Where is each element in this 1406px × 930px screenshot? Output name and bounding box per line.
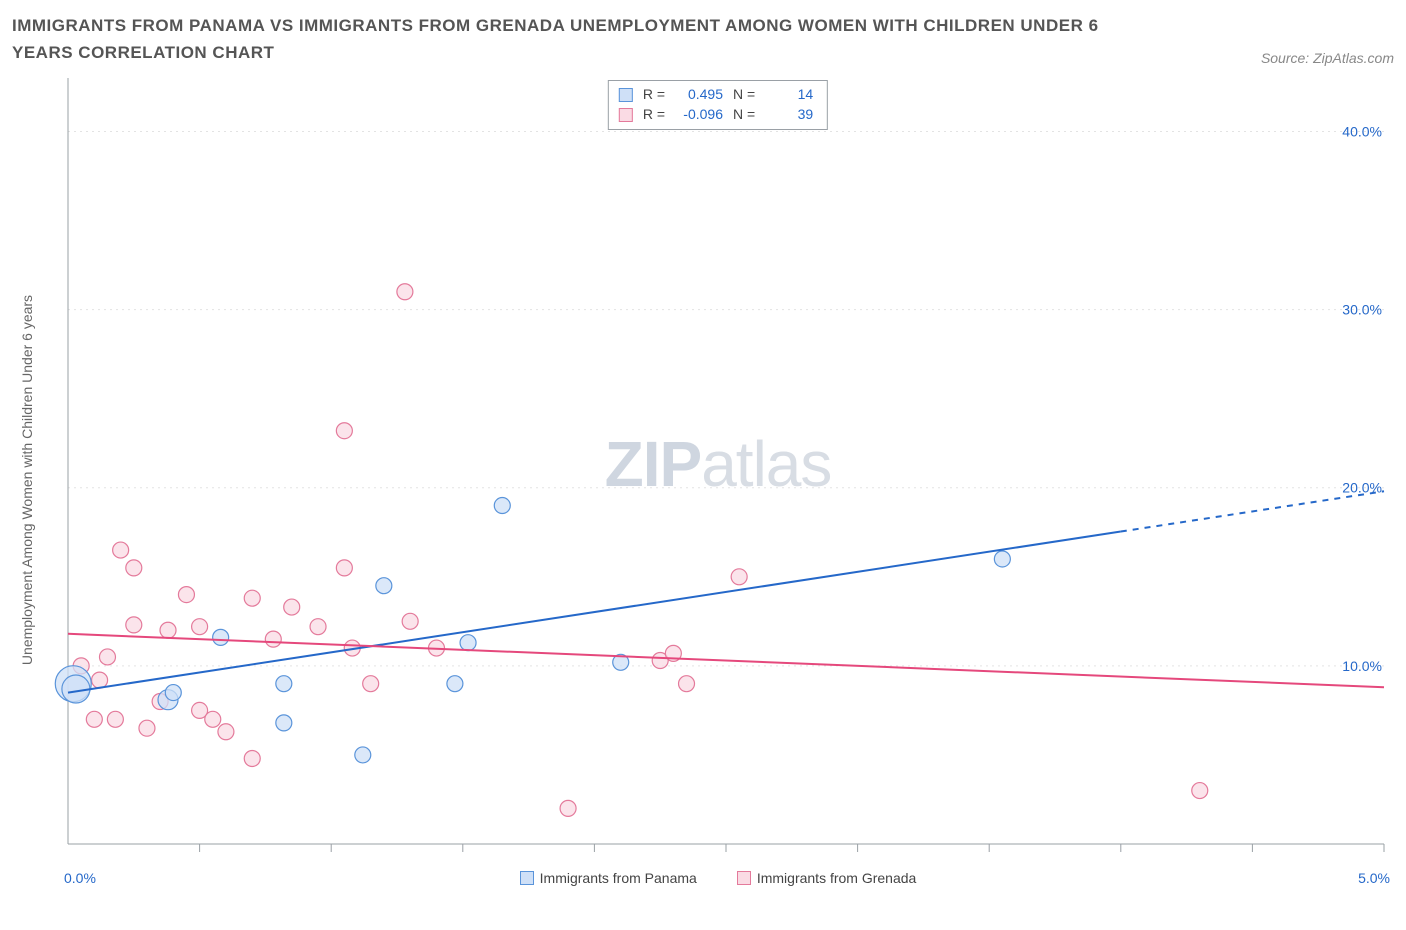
legend-swatch (520, 871, 534, 885)
stat-r-label: R = (643, 85, 665, 105)
stats-box: R = 0.495 N = 14 R = -0.096 N = 39 (608, 80, 828, 129)
legend-swatch (737, 871, 751, 885)
x-tick-min: 0.0% (64, 870, 96, 886)
stats-row: R = 0.495 N = 14 (619, 85, 813, 105)
chart-title: IMMIGRANTS FROM PANAMA VS IMMIGRANTS FRO… (12, 12, 1112, 66)
x-legend: 0.0% 5.0% Immigrants from Panama Immigran… (42, 870, 1394, 886)
series-swatch (619, 108, 633, 122)
stat-r-value: -0.096 (675, 105, 723, 125)
svg-text:20.0%: 20.0% (1342, 480, 1382, 496)
stat-r-label: R = (643, 105, 665, 125)
legend-label: Immigrants from Panama (540, 870, 697, 886)
stats-row: R = -0.096 N = 39 (619, 105, 813, 125)
svg-text:30.0%: 30.0% (1342, 302, 1382, 318)
stat-n-label: N = (733, 85, 755, 105)
stat-n-value: 39 (765, 105, 813, 125)
scatter-plot: 10.0% 20.0% 30.0% 40.0% (42, 74, 1394, 864)
x-tick-max: 5.0% (1358, 870, 1390, 886)
stat-r-value: 0.495 (675, 85, 723, 105)
stat-n-value: 14 (765, 85, 813, 105)
legend-item: Immigrants from Grenada (737, 870, 917, 886)
svg-text:10.0%: 10.0% (1342, 658, 1382, 674)
y-axis-label: Unemployment Among Women with Children U… (19, 295, 35, 665)
svg-text:40.0%: 40.0% (1342, 124, 1382, 140)
legend-label: Immigrants from Grenada (757, 870, 917, 886)
legend-item: Immigrants from Panama (520, 870, 697, 886)
series-swatch (619, 88, 633, 102)
stat-n-label: N = (733, 105, 755, 125)
source-label: Source: ZipAtlas.com (1261, 50, 1394, 66)
